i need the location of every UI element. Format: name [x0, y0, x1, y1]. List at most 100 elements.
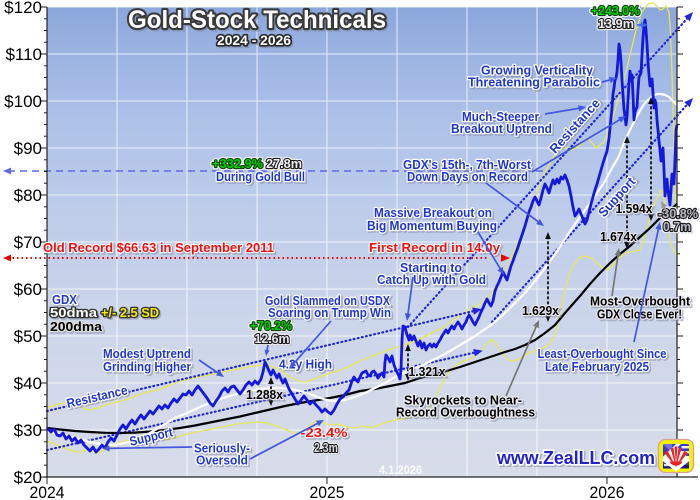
- svg-text:Seriously-: Seriously-: [194, 442, 250, 456]
- svg-text:$110: $110: [5, 45, 42, 64]
- svg-text:1.594x: 1.594x: [617, 203, 655, 218]
- svg-text:Oversold: Oversold: [198, 455, 250, 469]
- svg-text:GDX's 15th-, 7th-Worst: GDX's 15th-, 7th-Worst: [405, 160, 534, 174]
- svg-text:$80: $80: [14, 186, 42, 205]
- svg-text:0.7m: 0.7m: [663, 220, 691, 234]
- svg-text:-23.4%: -23.4%: [301, 426, 348, 440]
- svg-text:+332.9%: +332.9%: [212, 157, 263, 171]
- svg-text:Much-Steeper: Much-Steeper: [464, 112, 541, 126]
- svg-text:Starting to: Starting to: [400, 261, 462, 275]
- svg-text:Gold Slammed on USDX: Gold Slammed on USDX: [267, 296, 393, 310]
- svg-text:Massive Breakout on: Massive Breakout on: [376, 208, 494, 222]
- svg-text:GDX: GDX: [54, 294, 79, 309]
- svg-text:First Record in 14.0y: First Record in 14.0y: [371, 243, 502, 257]
- svg-text:$90: $90: [14, 139, 42, 158]
- svg-text:50dma: 50dma: [52, 308, 100, 322]
- svg-text:During Gold Bull: During Gold Bull: [218, 172, 307, 186]
- svg-text:$20: $20: [14, 468, 42, 487]
- svg-text:Late February 2025: Late February 2025: [545, 360, 649, 374]
- svg-text:13.9m: 13.9m: [598, 17, 634, 31]
- svg-text:GDX's 15th-, 7th-Worst: GDX's 15th-, 7th-Worst: [403, 158, 532, 172]
- svg-text:Threatening Parabolic: Threatening Parabolic: [468, 76, 600, 90]
- svg-text:1.674x: 1.674x: [602, 231, 640, 246]
- svg-text:1.594x: 1.594x: [616, 201, 654, 216]
- svg-text:13.9m: 13.9m: [598, 17, 634, 31]
- svg-text:2025: 2025: [310, 483, 345, 500]
- svg-text:Grinding Higher: Grinding Higher: [103, 360, 191, 374]
- svg-text:4.1.2026: 4.1.2026: [379, 465, 422, 477]
- svg-text:GDX Close Ever!: GDX Close Ever!: [599, 309, 684, 323]
- svg-text:1.321x: 1.321x: [409, 364, 447, 379]
- svg-text:During Gold Bull: During Gold Bull: [216, 170, 305, 184]
- svg-text:Late February 2025: Late February 2025: [547, 362, 651, 376]
- svg-text:Gold-Stock Technicals: Gold-Stock Technicals: [128, 6, 386, 34]
- svg-text:-23.4%: -23.4%: [302, 428, 349, 442]
- svg-text:1.674x: 1.674x: [600, 229, 638, 244]
- svg-text:Skyrockets to Near-: Skyrockets to Near-: [406, 395, 524, 409]
- svg-text:27.8m: 27.8m: [267, 158, 303, 172]
- svg-text:www.ZealLLC.com: www.ZealLLC.com: [498, 449, 657, 470]
- svg-text:2024 - 2026: 2024 - 2026: [217, 33, 292, 48]
- svg-text:Gold-Stock Technicals: Gold-Stock Technicals: [130, 8, 388, 36]
- svg-text:+332.9%: +332.9%: [213, 158, 264, 172]
- svg-text:Starting to: Starting to: [402, 263, 464, 277]
- svg-text:Skyrockets to Near-: Skyrockets to Near-: [404, 394, 522, 408]
- svg-text:Down Days on Record: Down Days on Record: [409, 172, 530, 186]
- svg-text:Much-Steeper: Much-Steeper: [462, 110, 539, 124]
- svg-text:$70: $70: [14, 233, 42, 252]
- svg-text:200dma: 200dma: [52, 322, 105, 336]
- svg-text:Big Momentum Buying: Big Momentum Buying: [367, 219, 497, 233]
- svg-text:$100: $100: [4, 92, 42, 111]
- svg-text:Growing Verticality: Growing Verticality: [483, 65, 595, 79]
- svg-text:1.629x: 1.629x: [522, 303, 560, 318]
- svg-text:200dma: 200dma: [50, 320, 103, 334]
- svg-text:Catch Up with Gold: Catch Up with Gold: [379, 275, 488, 289]
- svg-text:$50: $50: [14, 327, 42, 346]
- svg-text:1.288x: 1.288x: [246, 387, 284, 402]
- svg-text:Threatening Parabolic: Threatening Parabolic: [470, 77, 602, 91]
- svg-text:Most-Overbought: Most-Overbought: [590, 295, 691, 309]
- svg-text:www.ZealLLC.com: www.ZealLLC.com: [496, 447, 655, 468]
- svg-text:Oversold: Oversold: [196, 454, 248, 468]
- svg-text:2.3m: 2.3m: [315, 442, 339, 456]
- svg-text:Record Overboughtness: Record Overboughtness: [398, 407, 537, 421]
- svg-text:$120: $120: [4, 0, 42, 17]
- svg-text:1.629x: 1.629x: [524, 305, 562, 320]
- svg-text:Catch Up with Gold: Catch Up with Gold: [377, 273, 486, 287]
- svg-text:2024 - 2026: 2024 - 2026: [219, 35, 294, 50]
- svg-text:2024: 2024: [30, 483, 65, 500]
- svg-text:Breakout Uptrend: Breakout Uptrend: [451, 122, 552, 136]
- svg-text:Record Overboughtness: Record Overboughtness: [396, 406, 535, 420]
- svg-text:$40: $40: [14, 374, 42, 393]
- svg-text:+70.2%: +70.2%: [250, 319, 292, 333]
- svg-text:+/- 2.5 SD: +/- 2.5 SD: [103, 308, 161, 322]
- svg-text:Old Record $66.63 in September: Old Record $66.63 in September 2011: [43, 241, 274, 255]
- svg-text:0.7m: 0.7m: [663, 220, 691, 234]
- svg-text:Least-Overbought Since: Least-Overbought Since: [538, 347, 667, 361]
- svg-text:1.321x: 1.321x: [410, 366, 448, 381]
- svg-text:+70.2%: +70.2%: [250, 319, 292, 333]
- svg-text:2.3m: 2.3m: [314, 441, 338, 455]
- svg-text:Down Days on Record: Down Days on Record: [407, 170, 528, 184]
- svg-text:0.7m: 0.7m: [664, 221, 692, 235]
- svg-text:-30.8%: -30.8%: [658, 207, 698, 221]
- svg-text:13.9m: 13.9m: [599, 18, 635, 32]
- svg-text:+243.0%: +243.0%: [591, 4, 640, 18]
- svg-text:27.8m: 27.8m: [266, 157, 302, 171]
- svg-text:Growing Verticality: Growing Verticality: [481, 64, 593, 78]
- svg-text:2026: 2026: [590, 483, 625, 500]
- svg-text:Modest Uptrend: Modest Uptrend: [105, 349, 193, 363]
- svg-text:$30: $30: [14, 421, 42, 440]
- svg-text:2.3m: 2.3m: [314, 441, 338, 455]
- svg-text:+70.2%: +70.2%: [251, 320, 293, 334]
- svg-text:4.2y High: 4.2y High: [279, 358, 332, 372]
- svg-text:27.8m: 27.8m: [266, 157, 302, 171]
- svg-text:Soaring on Trump Win: Soaring on Trump Win: [268, 306, 391, 320]
- svg-text:-30.8%: -30.8%: [659, 208, 699, 222]
- svg-text:$60: $60: [14, 280, 42, 299]
- svg-text:Massive Breakout on: Massive Breakout on: [374, 206, 492, 220]
- svg-text:50dma: 50dma: [50, 306, 98, 320]
- svg-text:12.6m: 12.6m: [256, 333, 291, 347]
- svg-text:12.6m: 12.6m: [255, 332, 290, 346]
- svg-text:+243.0%: +243.0%: [592, 5, 641, 19]
